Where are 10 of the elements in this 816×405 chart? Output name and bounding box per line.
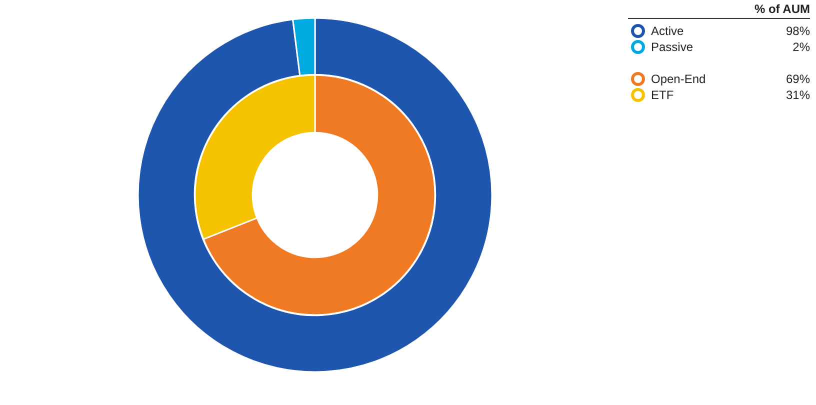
donut-slice [137, 17, 493, 372]
data-label: 31% [786, 88, 810, 102]
legend-title: % of AUM [628, 2, 810, 19]
data-label: 2% [792, 40, 810, 54]
legend-label: ETF [651, 88, 675, 102]
legend-label: Open-End [651, 72, 707, 86]
data-label: 69% [786, 72, 810, 86]
legend-label: Passive [651, 40, 694, 54]
data-label: 98% [786, 24, 810, 38]
legend-label: Active [651, 24, 685, 38]
